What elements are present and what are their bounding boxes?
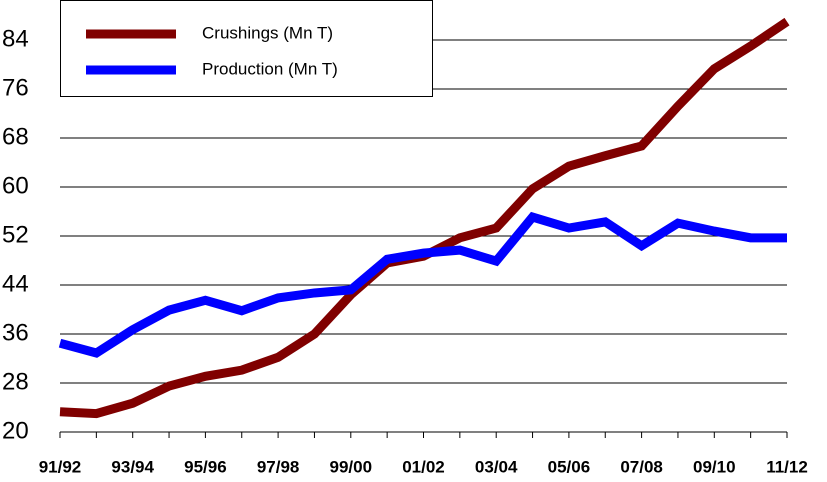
x-tick-label: 07/08 [620,457,663,476]
x-tick-label: 93/94 [111,457,154,476]
x-tick-label: 95/96 [184,457,227,476]
x-tick-label: 09/10 [693,457,736,476]
y-tick-label: 44 [2,270,29,297]
x-tick-label: 11/12 [766,457,808,476]
x-tick-label: 97/98 [257,457,300,476]
y-tick-label: 84 [2,25,29,52]
x-tick-label: 03/04 [475,457,518,476]
y-tick-label: 76 [2,74,29,101]
x-tick-label: 05/06 [548,457,591,476]
y-tick-label: 68 [2,123,29,150]
series-line [58,211,787,358]
y-tick-label: 52 [2,221,29,248]
y-tick-label: 28 [2,368,29,395]
y-tick-label: 60 [2,172,29,199]
y-tick-label: 20 [2,417,29,444]
legend-label: Production (Mn T) [202,59,338,78]
legend-label: Crushings (Mn T) [202,23,333,42]
x-tick-label: 99/00 [330,457,373,476]
y-tick-label: 36 [2,319,29,346]
x-tick-label: 01/02 [402,457,445,476]
legend-box [60,0,433,97]
x-tick-label: 91/92 [39,457,82,476]
